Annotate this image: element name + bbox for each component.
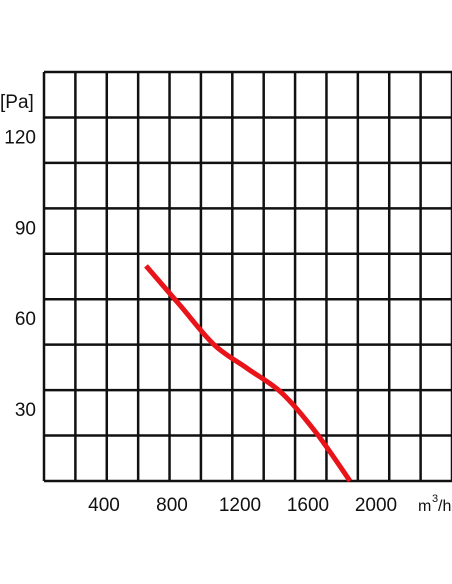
x-tick-label: 800 xyxy=(156,495,188,516)
x-unit-sup: 3 xyxy=(432,493,438,505)
grid xyxy=(42,70,452,483)
x-unit-label: m 3 /h xyxy=(418,493,451,515)
x-tick-label: 1200 xyxy=(219,495,261,516)
x-tick-label: 400 xyxy=(88,495,120,516)
performance-curve xyxy=(144,264,353,483)
x-tick-label: 1600 xyxy=(287,495,329,516)
curve-layer xyxy=(144,264,353,483)
x-tick-label: 2000 xyxy=(355,495,397,516)
y-unit-label: [Pa] xyxy=(0,92,34,113)
y-tick-labels: 120 90 60 30 xyxy=(4,127,36,421)
y-tick-label: 90 xyxy=(15,218,36,239)
x-tick-labels: 400 800 1200 1600 2000 xyxy=(88,495,397,516)
y-tick-label: 60 xyxy=(15,309,36,330)
x-unit-suffix: /h xyxy=(438,498,451,515)
x-unit-base: m xyxy=(418,498,431,515)
y-tick-label: 30 xyxy=(15,400,36,421)
y-tick-label: 120 xyxy=(4,127,36,148)
